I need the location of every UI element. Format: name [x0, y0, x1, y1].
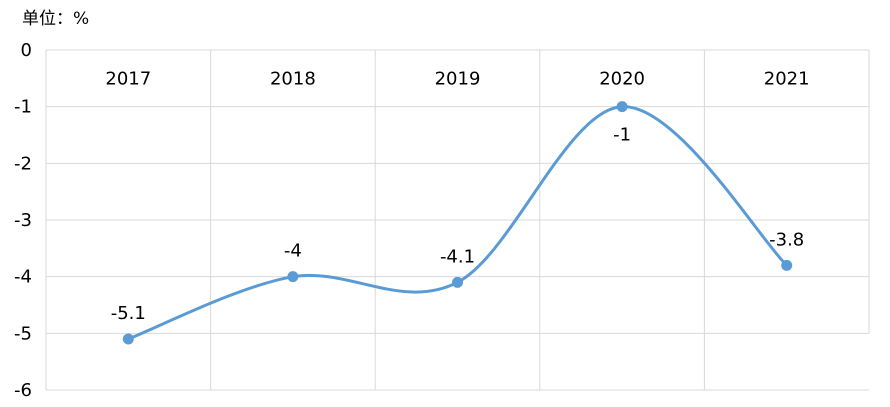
- data-label: -4: [284, 241, 302, 262]
- y-axis-ticks: 0 -1 -2 -3 -4 -5 -6: [14, 40, 32, 401]
- grid: [45, 49, 870, 391]
- data-label: -3.8: [769, 229, 804, 250]
- category-label: 2020: [599, 68, 645, 89]
- series-line: [127, 105, 788, 341]
- y-tick-label: -1: [14, 97, 32, 118]
- data-labels: -5.1 -4 -4.1 -1 -3.8: [111, 125, 805, 324]
- data-point: [122, 333, 134, 345]
- category-label: 2017: [105, 68, 151, 89]
- y-tick-label: -6: [14, 380, 32, 401]
- data-label: -1: [613, 125, 631, 146]
- unit-label: 单位：%: [22, 9, 89, 29]
- data-point: [452, 276, 463, 288]
- y-tick-label: -4: [14, 267, 32, 288]
- category-label: 2018: [270, 68, 316, 89]
- data-label: -5.1: [111, 303, 146, 324]
- category-label: 2019: [435, 68, 481, 89]
- category-label: 2021: [764, 68, 810, 89]
- y-tick-label: -5: [14, 323, 32, 344]
- data-points: [122, 101, 793, 345]
- y-tick-label: -2: [14, 153, 32, 174]
- data-point: [287, 271, 299, 283]
- category-labels: 2017 2018 2019 2020 2021: [105, 68, 809, 89]
- y-tick-label: -3: [14, 210, 32, 231]
- data-point: [616, 101, 628, 113]
- y-tick-label: 0: [21, 40, 32, 61]
- data-label: -4.1: [440, 246, 475, 267]
- data-point: [781, 259, 793, 271]
